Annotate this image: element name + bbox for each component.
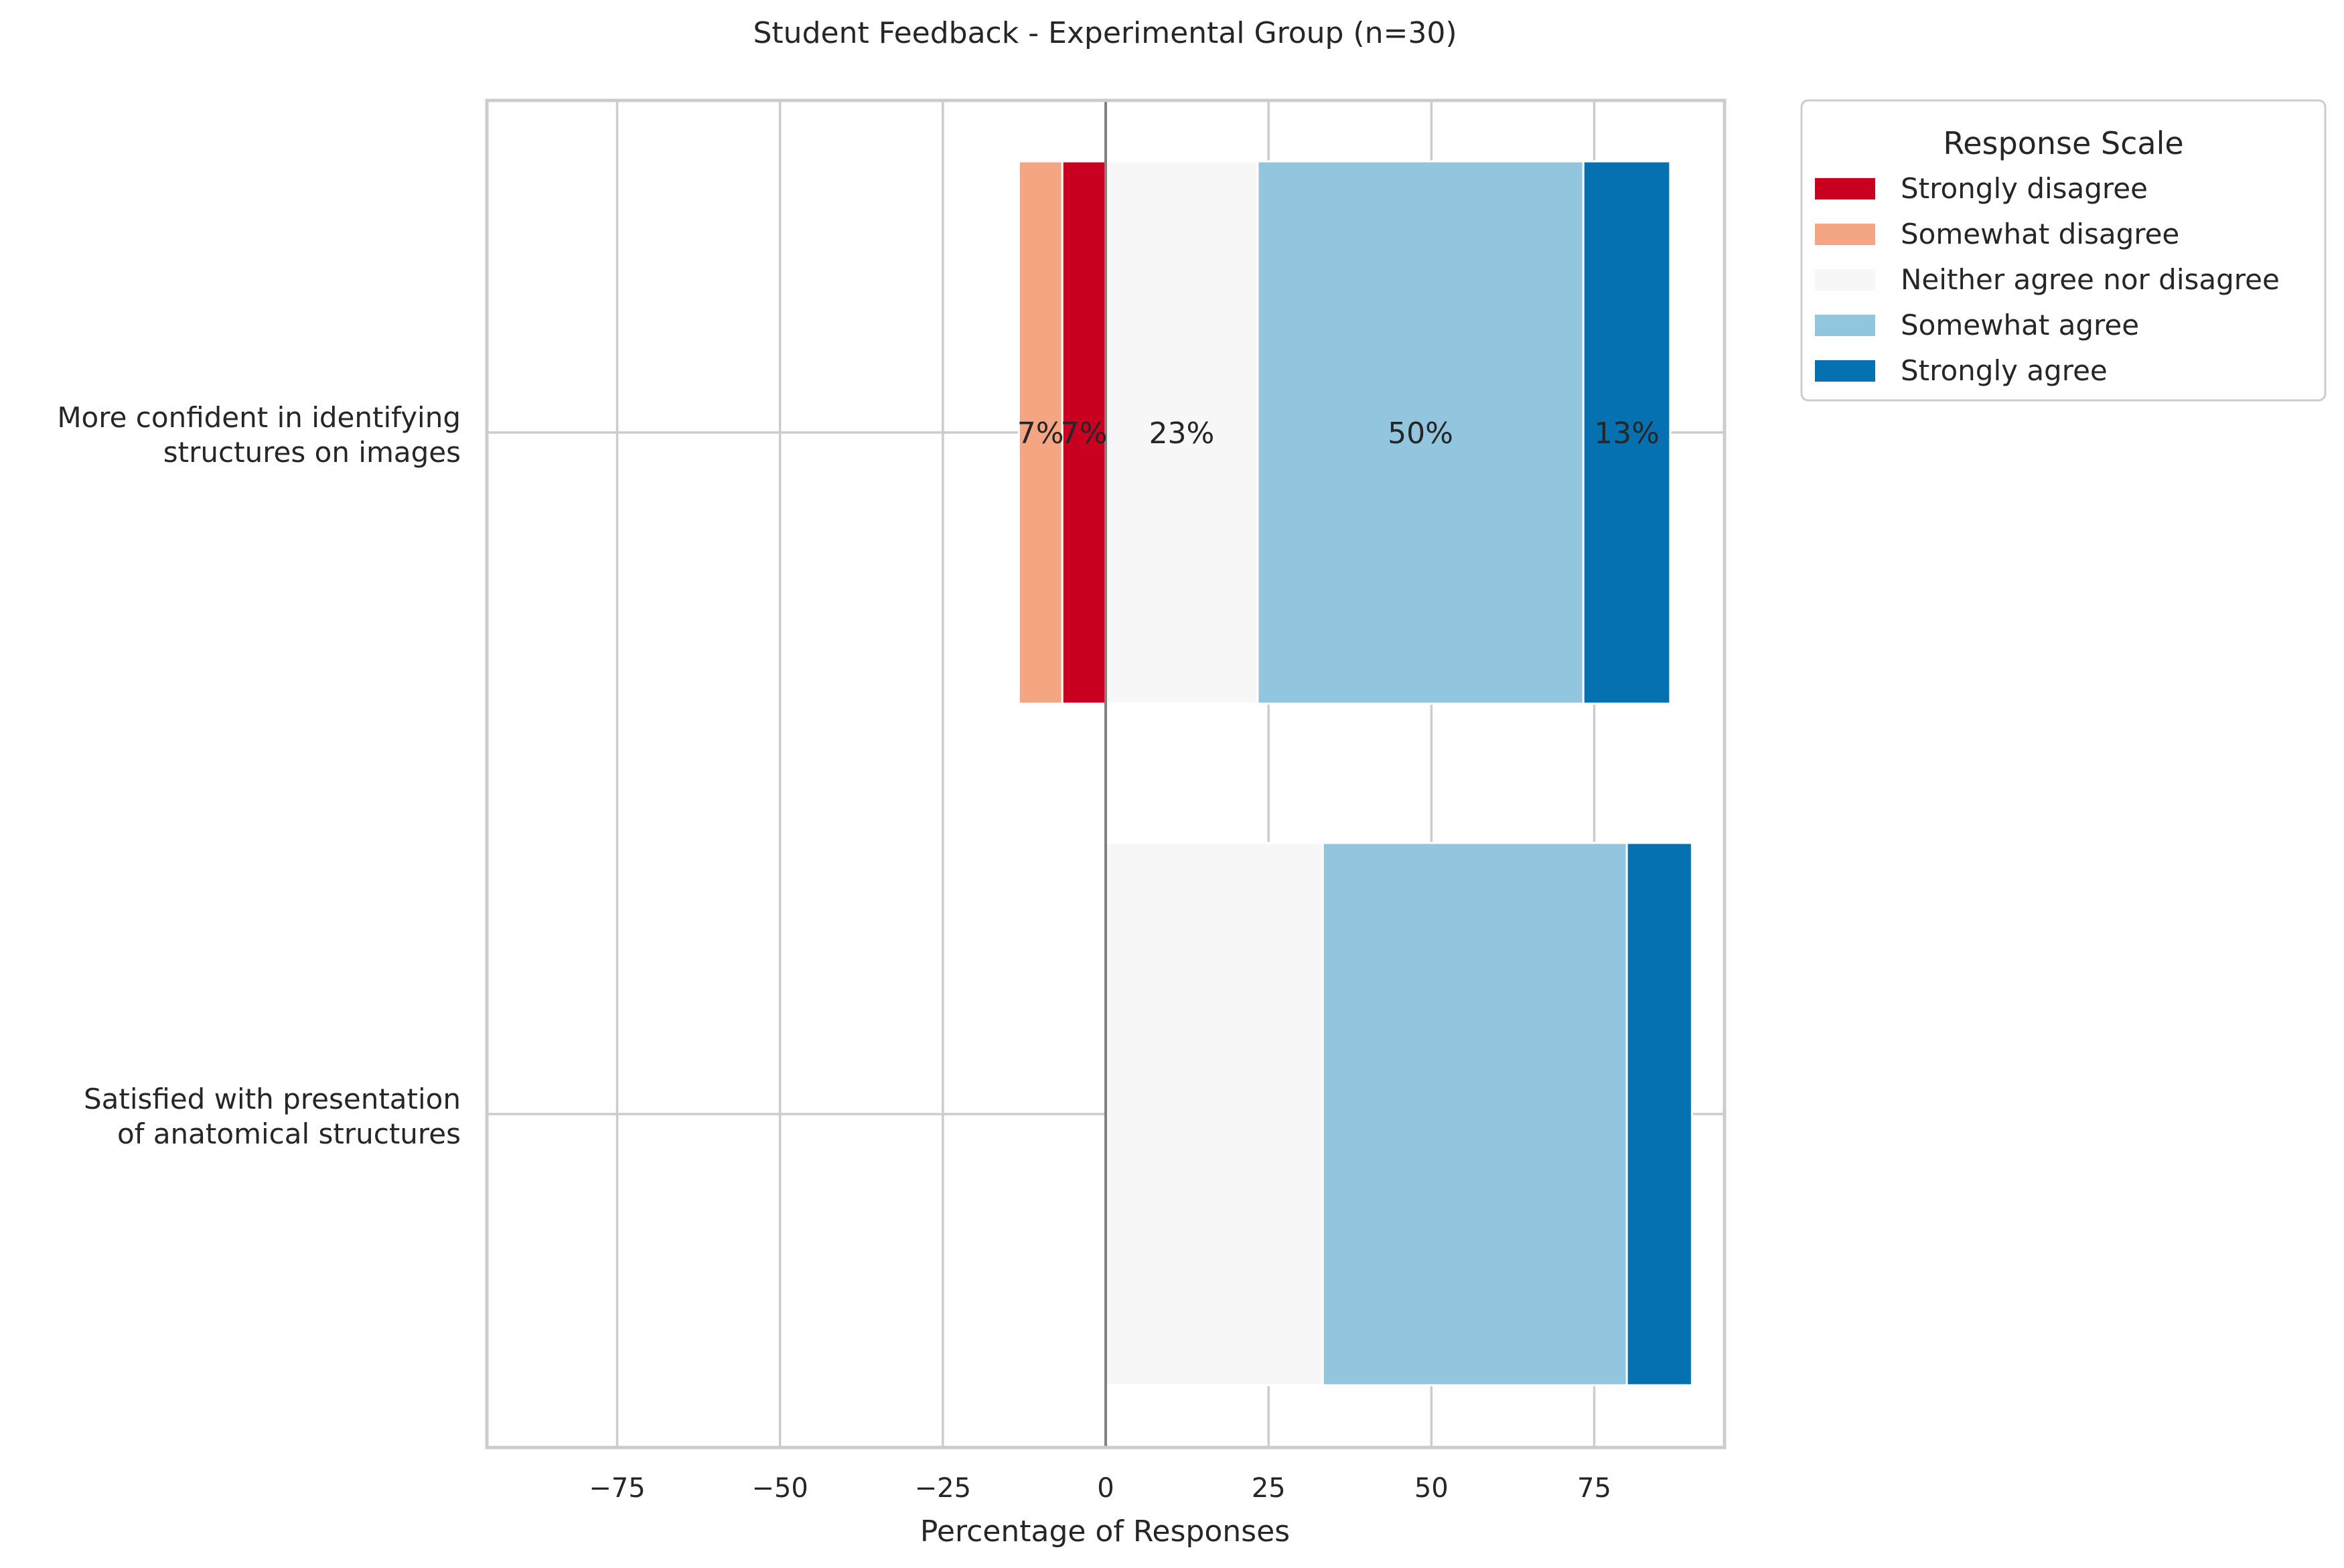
y-tick-label-1: Satisfied with presentation of anatomical… [84, 1083, 461, 1150]
y-tick-label-line: structures on images [163, 436, 461, 469]
bar-row1-series4 [1625, 842, 1693, 1387]
x-tick-label-6: 75 [1577, 1473, 1611, 1504]
y-tick-label-0: More confident in identifying structures … [57, 401, 461, 469]
chart-title: Student Feedback - Experimental Group (n… [753, 16, 1457, 50]
x-axis-label: Percentage of Responses [920, 1514, 1290, 1549]
bars-group [1017, 160, 1693, 1387]
x-tick-label-0: −75 [589, 1473, 645, 1504]
y-tick-label-line: Satisfied with presentation [84, 1083, 461, 1115]
bar-row1-series2 [1104, 842, 1324, 1387]
data-label-row0-series4: 13% [1594, 416, 1660, 451]
legend-label-0: Strongly disagree [1901, 172, 2148, 205]
legend-label-2: Neither agree nor disagree [1901, 263, 2280, 296]
bar-row1-series3 [1321, 842, 1628, 1387]
legend-label-1: Somewhat disagree [1901, 218, 2179, 250]
legend-swatch-4 [1815, 360, 1875, 382]
bar-row0-series2 [1104, 160, 1259, 705]
bar-row0-series4 [1582, 160, 1672, 705]
data-label-row0-series1: 7% [1017, 416, 1064, 451]
y-tick-labels: More confident in identifying structures … [57, 401, 461, 1150]
legend-title: Response Scale [1943, 125, 2183, 161]
legend-swatch-2 [1815, 269, 1875, 291]
x-tick-label-1: −50 [751, 1473, 808, 1504]
x-tick-labels: −75 −50 −25 0 25 50 75 [589, 1473, 1611, 1504]
x-tick-label-2: −25 [915, 1473, 971, 1504]
y-tick-label-line: More confident in identifying [57, 401, 461, 434]
legend-swatch-3 [1815, 315, 1875, 336]
data-label-row0-series0: 7% [1061, 416, 1108, 451]
legend-box [1800, 99, 2327, 402]
data-label-row0-series3: 50% [1388, 416, 1453, 451]
data-labels-group: 7%7% 23% 50% 13% [1017, 416, 1660, 451]
plot-frame [485, 98, 1727, 1449]
legend-swatch-1 [1815, 224, 1875, 245]
x-tick-label-4: 25 [1252, 1473, 1286, 1504]
data-label-row0-series2: 23% [1149, 416, 1215, 451]
legend: Response Scale Strongly disagree Somewhat … [1800, 99, 2327, 402]
y-tick-label-line: of anatomical structures [117, 1117, 461, 1150]
legend-label-4: Strongly agree [1901, 354, 2108, 387]
legend-label-3: Somewhat agree [1901, 309, 2139, 341]
x-tick-label-3: 0 [1097, 1473, 1114, 1504]
bar-row0-series1 [1017, 160, 1064, 705]
bar-row0-series3 [1256, 160, 1585, 705]
legend-swatch-0 [1815, 178, 1875, 200]
x-tick-label-5: 50 [1414, 1473, 1449, 1504]
